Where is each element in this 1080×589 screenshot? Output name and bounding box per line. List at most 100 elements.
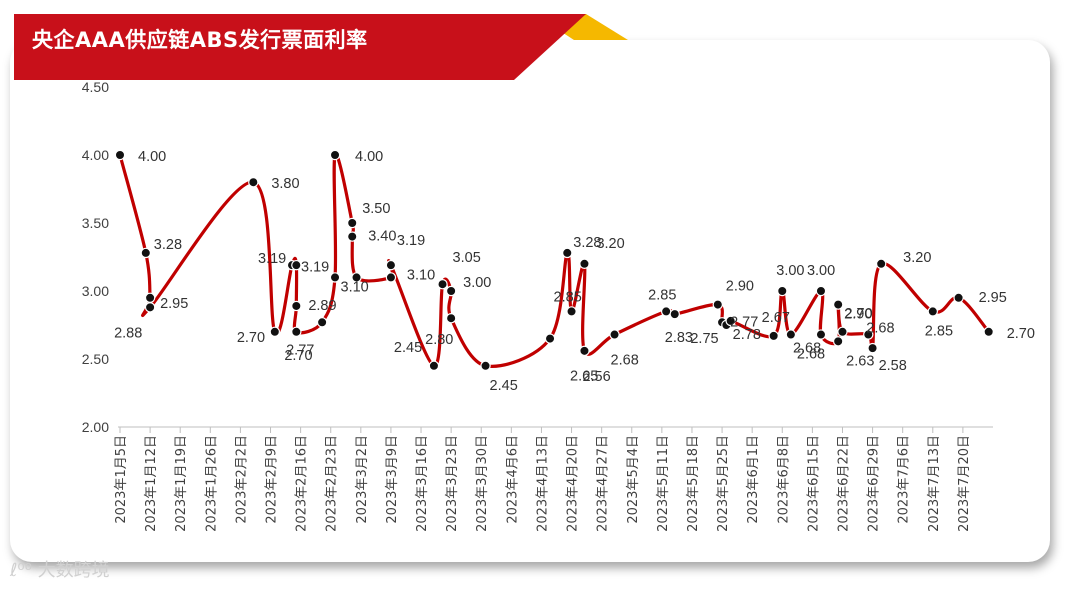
title-banner [14, 14, 628, 80]
data-point-marker [875, 258, 887, 269]
data-point-marker [544, 333, 556, 344]
page-title: 央企AAA供应链ABS发行票面利率 [32, 28, 368, 52]
data-point-marker [863, 329, 874, 340]
x-tick-label: 2023年5月18日 [686, 435, 701, 532]
x-tick-label: 2023年3月2日 [355, 435, 370, 524]
y-tick-label: 4.00 [82, 147, 109, 163]
data-point-marker [669, 308, 680, 320]
x-axis-ticks: 2023年1月5日 2023年1月12日 2023年1月19日 2023年1月26日 2… [114, 427, 972, 532]
data-label: 3.50 [362, 201, 390, 217]
data-label: 2.85 [554, 289, 582, 305]
data-point-marker [144, 292, 156, 303]
data-point-marker [815, 329, 827, 340]
data-label: 2.70 [237, 330, 265, 346]
data-point-marker [248, 176, 259, 188]
data-label: 2.95 [160, 296, 188, 312]
x-tick-label: 2023年4月27日 [596, 435, 611, 532]
y-tick-label: 2.00 [82, 419, 109, 435]
data-label: 2.63 [846, 353, 874, 369]
x-tick-label: 2023年3月23日 [445, 435, 460, 532]
data-point-marker [566, 306, 577, 317]
x-tick-label: 2023年6月29日 [867, 435, 882, 532]
data-label: 2.58 [879, 358, 907, 374]
data-label: 3.10 [341, 279, 369, 295]
data-label: 3.19 [397, 233, 425, 249]
x-tick-label: 2023年7月13日 [927, 435, 942, 532]
x-tick-label: 2023年3月30日 [475, 435, 490, 532]
data-point-marker [480, 360, 491, 371]
data-point-marker [428, 360, 440, 371]
data-label: 3.20 [903, 250, 931, 266]
data-point-marker [140, 247, 152, 259]
data-label: 2.70 [1007, 326, 1035, 342]
x-tick-label: 2023年6月8日 [776, 435, 791, 524]
data-point-marker [777, 285, 788, 297]
data-labels: 4.003.282.952.883.802.703.192.892.702.77… [114, 149, 1035, 394]
data-label: 2.68 [793, 341, 821, 357]
data-point-marker [291, 259, 302, 271]
data-point-marker [329, 272, 341, 283]
data-label: 2.90 [726, 279, 754, 295]
data-point-marker [867, 342, 878, 354]
data-point-marker [385, 259, 397, 271]
watermark: ℓ⁰⁰ 大数跨境 [10, 556, 110, 582]
data-point-marker [144, 302, 156, 313]
data-point-marker [953, 292, 964, 303]
data-label: 2.90 [844, 307, 872, 323]
x-tick-label: 2023年6月22日 [836, 435, 851, 532]
x-tick-label: 2023年3月16日 [415, 435, 430, 532]
data-label: 3.80 [271, 176, 299, 192]
data-label: 2.83 [665, 330, 693, 346]
y-tick-label: 3.50 [82, 215, 109, 231]
data-point-marker [562, 247, 573, 259]
data-label: 2.75 [690, 331, 718, 347]
data-label: 2.68 [797, 347, 825, 363]
data-point-marker [316, 317, 328, 328]
data-label: 3.20 [596, 236, 624, 252]
series-markers [114, 149, 994, 371]
data-label: 2.88 [114, 325, 142, 341]
data-label: 3.40 [368, 229, 396, 245]
watermark-text: 大数跨境 [37, 560, 110, 581]
x-tick-label: 2023年6月15日 [806, 435, 821, 532]
data-point-marker [579, 345, 590, 357]
x-tick-label: 2023年5月4日 [626, 435, 641, 524]
data-label: 2.77 [730, 314, 758, 330]
data-label: 2.95 [979, 290, 1007, 306]
data-point-marker [785, 329, 797, 340]
data-point-marker [609, 329, 620, 340]
data-label: 2.85 [648, 287, 676, 303]
data-point-marker [329, 149, 341, 161]
x-tick-label: 2023年7月20日 [957, 435, 972, 532]
data-label: 2.89 [308, 298, 336, 314]
data-point-marker [983, 326, 994, 337]
data-label: 2.68 [611, 353, 639, 369]
data-label: 2.67 [762, 310, 790, 326]
data-point-marker [347, 231, 358, 242]
data-label: 2.68 [866, 321, 894, 337]
data-point-marker [437, 279, 448, 290]
x-tick-label: 2023年2月2日 [234, 435, 249, 524]
data-label: 2.65 [570, 369, 598, 385]
data-point-marker [291, 300, 302, 312]
data-point-marker [837, 326, 848, 337]
data-label: 4.00 [355, 149, 383, 165]
watermark-icon: ℓ⁰⁰ [10, 560, 38, 581]
data-label: 3.00 [463, 275, 491, 291]
data-point-marker [579, 258, 590, 269]
x-tick-label: 2023年7月6日 [897, 435, 912, 524]
x-tick-label: 2023年4月20日 [566, 435, 581, 532]
data-point-marker [768, 330, 779, 342]
x-tick-label: 2023年5月25日 [716, 435, 731, 532]
data-point-marker [832, 299, 844, 310]
data-label: 3.19 [258, 251, 286, 267]
x-tick-label: 2023年2月9日 [265, 435, 280, 524]
x-tick-label: 2023年2月16日 [295, 435, 310, 532]
x-tick-label: 2023年6月1日 [746, 435, 761, 524]
y-tick-label: 4.50 [82, 79, 109, 95]
banner-red [14, 14, 586, 80]
data-label: 2.77 [286, 342, 314, 358]
data-point-marker [385, 272, 397, 283]
x-tick-label: 2023年4月6日 [505, 435, 520, 524]
chart-card [10, 40, 1050, 562]
